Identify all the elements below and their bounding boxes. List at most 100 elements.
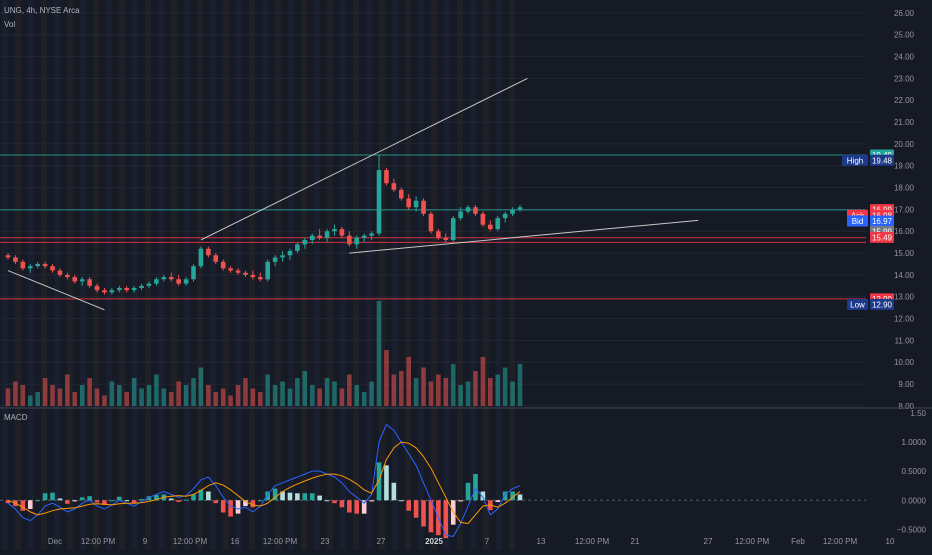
macd-histogram-bar [406,500,411,511]
candle-body [57,270,63,275]
candle-body [87,279,92,286]
candle-body [206,248,211,256]
volume-bar [57,388,63,406]
price-tick-label: 10.00 [894,358,915,367]
price-tag-value: 12.90 [872,300,893,309]
macd-histogram-bar [517,494,523,501]
candle-body [191,266,196,280]
macd-histogram-bar [42,493,48,501]
volume-bar [35,392,40,406]
candle-body [324,231,330,238]
time-tick-label: 9 [143,537,148,546]
candle-body [94,285,100,291]
volume-bar [287,388,293,406]
macd-histogram-bar [443,500,449,539]
volume-bar [324,378,330,406]
candle-body [450,218,456,240]
candle-body [213,255,219,262]
horizontal-levels [0,154,866,300]
macd-histogram-bar [369,500,374,502]
volume-bar [502,367,508,406]
candle-body [35,263,40,267]
macd-tick-label: 0.0000 [902,496,927,505]
macd-line [7,423,521,537]
time-tick-label: 23 [321,537,330,546]
volume-bar [87,378,92,406]
macd-histogram-bar [280,491,285,501]
candle-body [480,213,486,225]
candle-body [391,183,397,190]
macd-histogram-bar [213,500,219,504]
macd-histogram-bar [295,493,300,501]
volume-bar [27,395,33,406]
macd-histogram-bar [287,492,293,501]
price-tag-label: High [847,156,863,165]
price-tick-label: 14.00 [894,271,915,280]
macd-tick-label: 1.50 [910,409,926,418]
macd-histogram-bar [131,500,137,504]
candle-body [161,277,167,280]
macd-histogram-bar [302,493,308,501]
volume-bar [198,367,204,406]
candle-body [117,288,122,291]
candle-body [309,235,315,240]
candle-body [317,235,322,238]
macd-histogram-bar [168,498,174,501]
price-tag-value: 19.48 [872,156,893,165]
macd-histogram-bar [391,482,397,501]
macd-histogram-bar [361,500,367,514]
price-tags: 19.49High19.4816.99Ask16.98Bid16.9715.99… [842,149,894,310]
price-tick-label: 25.00 [894,31,915,40]
volume-bar [354,385,360,406]
macd-histogram-bar [191,494,196,501]
volume-bar [124,392,130,406]
macd-histogram-bar [324,500,330,502]
macd-histogram-bar [354,500,360,514]
candle-body [354,237,360,245]
macd-pane [0,423,866,539]
macd-histogram-bar [510,491,515,501]
candle-body [72,277,78,282]
macd-histogram-bar [139,499,144,501]
time-tick-label: 27 [704,537,713,546]
macd-histogram-bar [35,500,40,502]
candle-body [428,213,434,232]
candle-body [398,189,404,199]
candle-body [183,279,189,284]
volume-bar [450,364,456,406]
volume-bar [161,388,167,406]
candle-body [235,270,241,273]
time-tick-label: 12:00 PM [575,537,610,546]
candle-body [443,237,449,240]
macd-histogram-bar [65,500,70,504]
macd-histogram-bar [421,500,426,527]
candle-body [5,255,11,258]
macd-tick-label: 1.0000 [902,438,927,447]
volume-bar [317,388,322,406]
candle-body [376,170,382,234]
macd-histogram-bar [413,500,419,518]
time-axis: Dec 12:00 PM 9 12:00 PM 16 12:00 PM 23 27 2025 7 1… [48,537,895,546]
volume-bar [42,378,48,406]
volume-bar [413,378,419,406]
macd-histogram-bar [27,500,33,509]
macd-histogram-bar [235,500,241,514]
price-tick-label: 23.00 [894,74,915,83]
candle-body [495,218,501,230]
macd-histogram-bar [146,496,152,501]
macd-histogram-bar [176,500,181,502]
volume-bar [243,378,248,406]
macd-histogram-bar [272,488,278,501]
macd-histogram-bar [50,492,55,501]
volume-bar [154,374,159,406]
volume-bar [79,385,85,406]
macd-histogram-bar [428,500,434,533]
volume-bar [510,381,515,406]
volume-bar [488,378,493,406]
macd-histogram-bar [94,500,100,503]
candle-body [13,257,18,262]
macd-histogram-bar [206,491,211,501]
price-axis: 8.00 9.00 10.00 11.00 12.00 13.00 14.00 15.00 16… [0,9,932,534]
